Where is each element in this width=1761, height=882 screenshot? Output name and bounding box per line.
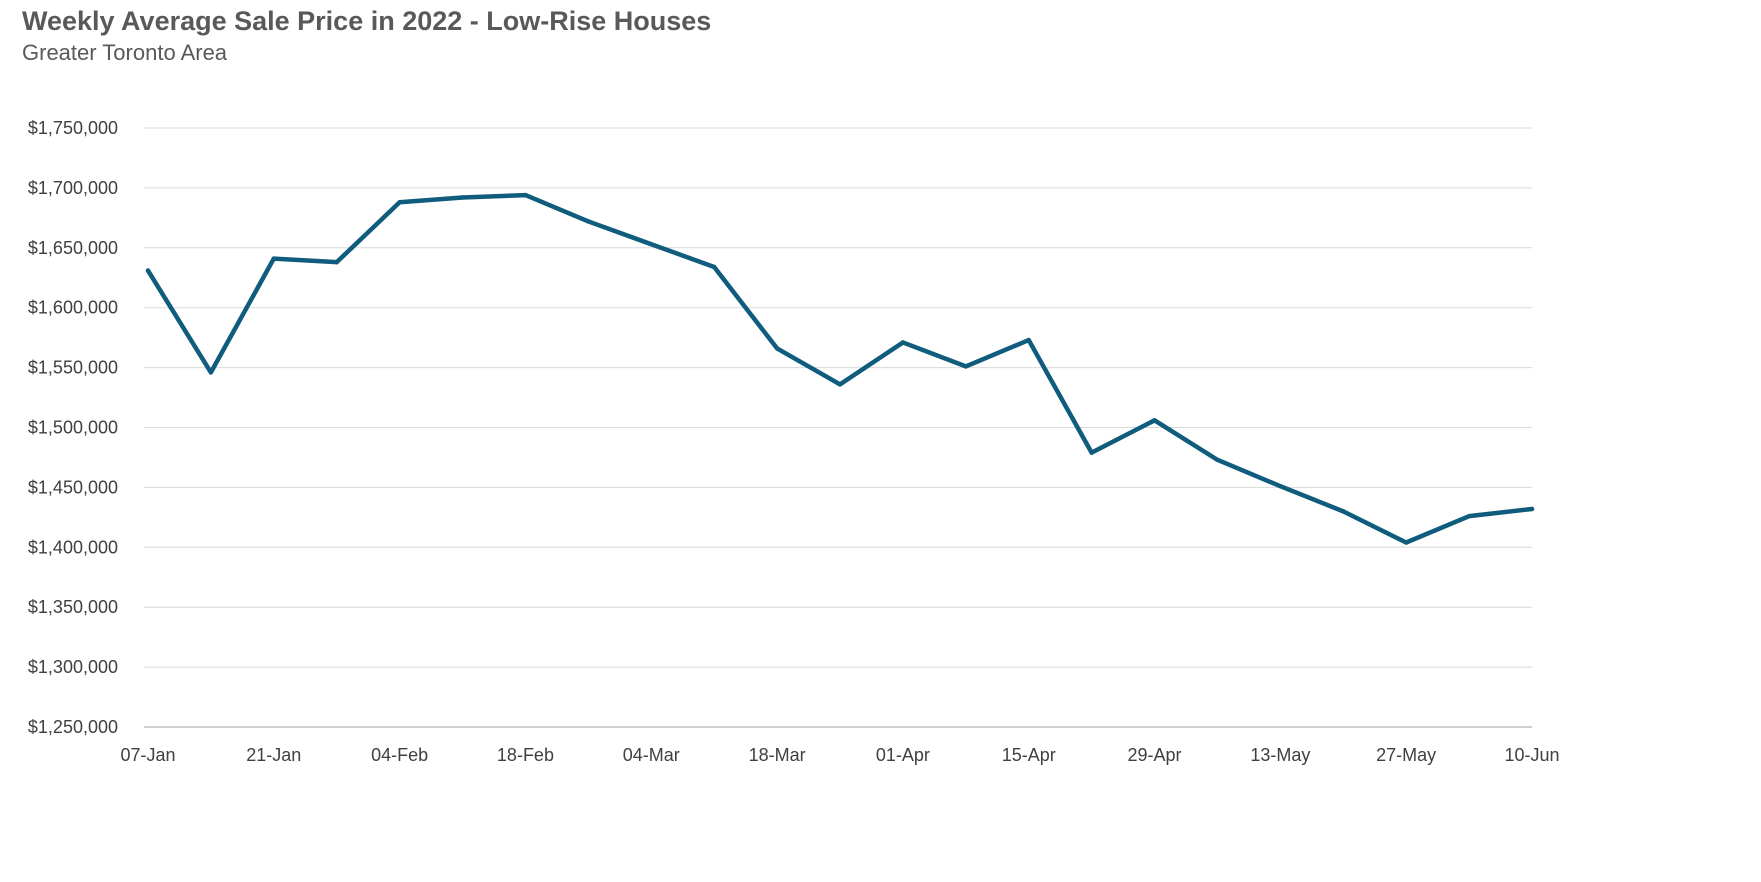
x-tick-label: 27-May	[1376, 745, 1436, 765]
data-point	[271, 256, 277, 261]
x-tick-label: 04-Mar	[623, 745, 680, 765]
data-point	[1089, 450, 1094, 455]
y-tick-label: $1,300,000	[28, 657, 118, 677]
series-layer	[145, 192, 1535, 545]
chart-subtitle: Greater Toronto Area	[22, 40, 228, 65]
x-tick-label: 04-Feb	[371, 745, 428, 765]
y-tick-label: $1,450,000	[28, 477, 118, 497]
gridlines	[144, 127, 1532, 668]
data-point	[208, 370, 214, 375]
y-tick-label: $1,400,000	[28, 537, 118, 557]
series-line	[145, 192, 1535, 545]
data-point	[1152, 418, 1157, 423]
y-tick-label: $1,550,000	[28, 358, 118, 378]
x-tick-label: 21-Jan	[246, 745, 301, 765]
x-tick-label: 07-Jan	[120, 745, 175, 765]
data-point	[837, 382, 843, 387]
data-point	[1278, 484, 1283, 489]
data-point	[900, 340, 906, 345]
data-point	[1215, 457, 1220, 463]
y-tick-label: $1,650,000	[28, 238, 118, 258]
data-point	[460, 195, 465, 200]
x-tick-label: 01-Apr	[876, 745, 930, 765]
data-point	[1026, 337, 1031, 343]
data-point	[586, 219, 591, 224]
x-tick-label: 15-Apr	[1002, 745, 1056, 765]
y-tick-label: $1,600,000	[28, 298, 118, 318]
data-point	[334, 259, 339, 265]
data-point	[1529, 506, 1535, 512]
y-tick-label: $1,250,000	[28, 717, 118, 737]
x-tick-label: 13-May	[1250, 745, 1310, 765]
data-point	[145, 268, 151, 273]
y-tick-label: $1,750,000	[28, 118, 118, 138]
x-tick-label: 18-Mar	[749, 745, 806, 765]
data-point	[1403, 540, 1409, 545]
x-axis-tick-labels: 07-Jan 21-Jan 04-Feb 18-Feb 04-Mar 18-Mar 01-A…	[120, 745, 1559, 765]
y-tick-label: $1,350,000	[28, 597, 118, 617]
data-point	[397, 200, 402, 205]
y-tick-label: $1,700,000	[28, 178, 118, 198]
data-point	[774, 346, 780, 351]
x-tick-label: 29-Apr	[1128, 745, 1182, 765]
y-axis-tick-labels: $1,250,000 $1,300,000 $1,350,000 $1,400,000…	[28, 118, 118, 737]
x-tick-label: 10-Jun	[1504, 745, 1559, 765]
data-point	[1466, 513, 1472, 519]
data-point	[963, 364, 969, 369]
data-point	[711, 264, 717, 270]
chart-title: Weekly Average Sale Price in 2022 - Low-…	[22, 6, 712, 36]
data-point	[1341, 509, 1346, 514]
data-point	[649, 242, 654, 247]
x-tick-label: 18-Feb	[497, 745, 554, 765]
y-tick-label: $1,500,000	[28, 418, 118, 438]
data-point	[523, 192, 528, 198]
